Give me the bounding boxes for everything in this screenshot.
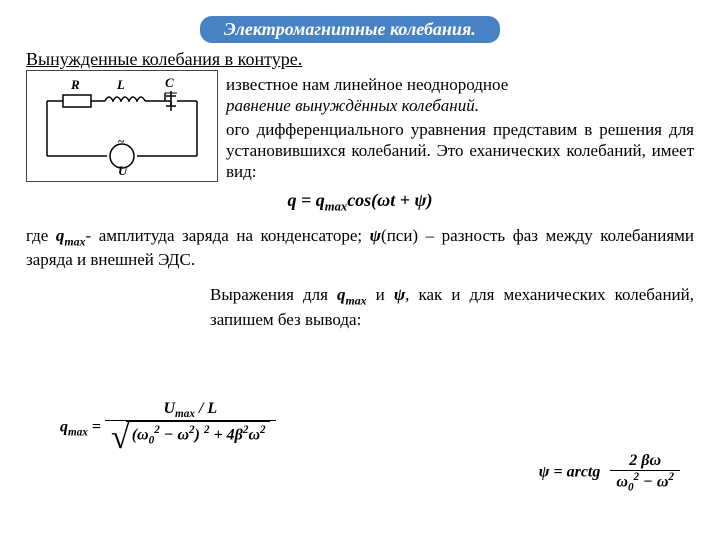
label-U: U [118, 163, 128, 178]
eq2-num-tail: / L [195, 400, 217, 417]
p3a: где [26, 226, 56, 245]
eq2-dd: + 4β [210, 427, 243, 444]
equation-q: q = qmaxcos(ωt + ψ) [0, 190, 720, 215]
eq2-num: U [163, 400, 175, 417]
eq2-lhs: q [60, 418, 68, 435]
p1a: известное нам линейное неоднородное [226, 75, 508, 94]
content-row: R L C ~ U известное нам линейное неоднор… [26, 74, 694, 182]
p3b: - амплитуда заряда на конденсаторе; [86, 226, 370, 245]
eq2-lhs-sub: max [68, 426, 88, 438]
equation-psi: ψ = arctg 2 βω ω02 − ω2 [539, 452, 680, 494]
circuit-diagram: R L C ~ U [26, 70, 218, 182]
subtitle: Вынужденные колебания в контуре. [26, 49, 720, 70]
qmax2-sub: max [345, 294, 366, 308]
paragraph-1: известное нам линейное неоднородное равн… [226, 74, 694, 117]
p4b: и [367, 285, 394, 304]
eq3-num: 2 βω [610, 452, 680, 470]
eq2-da0: 0 [149, 435, 155, 447]
paragraph-4: Выражения для qmax и ψ, как и для механи… [210, 284, 694, 330]
label-R: R [70, 77, 80, 92]
eq1-sub: max [325, 200, 347, 214]
label-C: C [165, 75, 174, 90]
p4a: Выражения для [210, 285, 337, 304]
eq3-db: − ω [639, 473, 668, 490]
p1b: равнение вынуждённых колебаний. [226, 96, 479, 115]
eq2-da: (ω [132, 427, 149, 444]
eq2-num-sub: max [175, 408, 195, 420]
qmax-sub: max [64, 234, 85, 248]
eq3-da0: 0 [628, 482, 634, 494]
eq1-lhs: q = q [288, 190, 325, 210]
svg-text:~: ~ [118, 134, 125, 148]
eq2-db: − ω [160, 427, 189, 444]
eq3-lhs: ψ = arctg [539, 463, 601, 480]
psi2: ψ [394, 285, 405, 304]
psi: ψ [370, 226, 381, 245]
eq3-da: ω [616, 473, 628, 490]
paragraph-3: где qmax- амплитуда заряда на конденсато… [26, 225, 694, 271]
page-title: Электромагнитные колебания. [200, 16, 500, 43]
paragraph-2: ого дифференциального уравнения представ… [226, 119, 694, 183]
eq2-dc: ) [195, 427, 204, 444]
eq1-tail: cos(ωt + ψ) [347, 190, 432, 210]
eq2-de: ω [248, 427, 260, 444]
label-L: L [116, 77, 125, 92]
equation-qmax: qmax = Umax / L √ (ω02 − ω2) 2 + 4β2ω2 [60, 400, 276, 455]
